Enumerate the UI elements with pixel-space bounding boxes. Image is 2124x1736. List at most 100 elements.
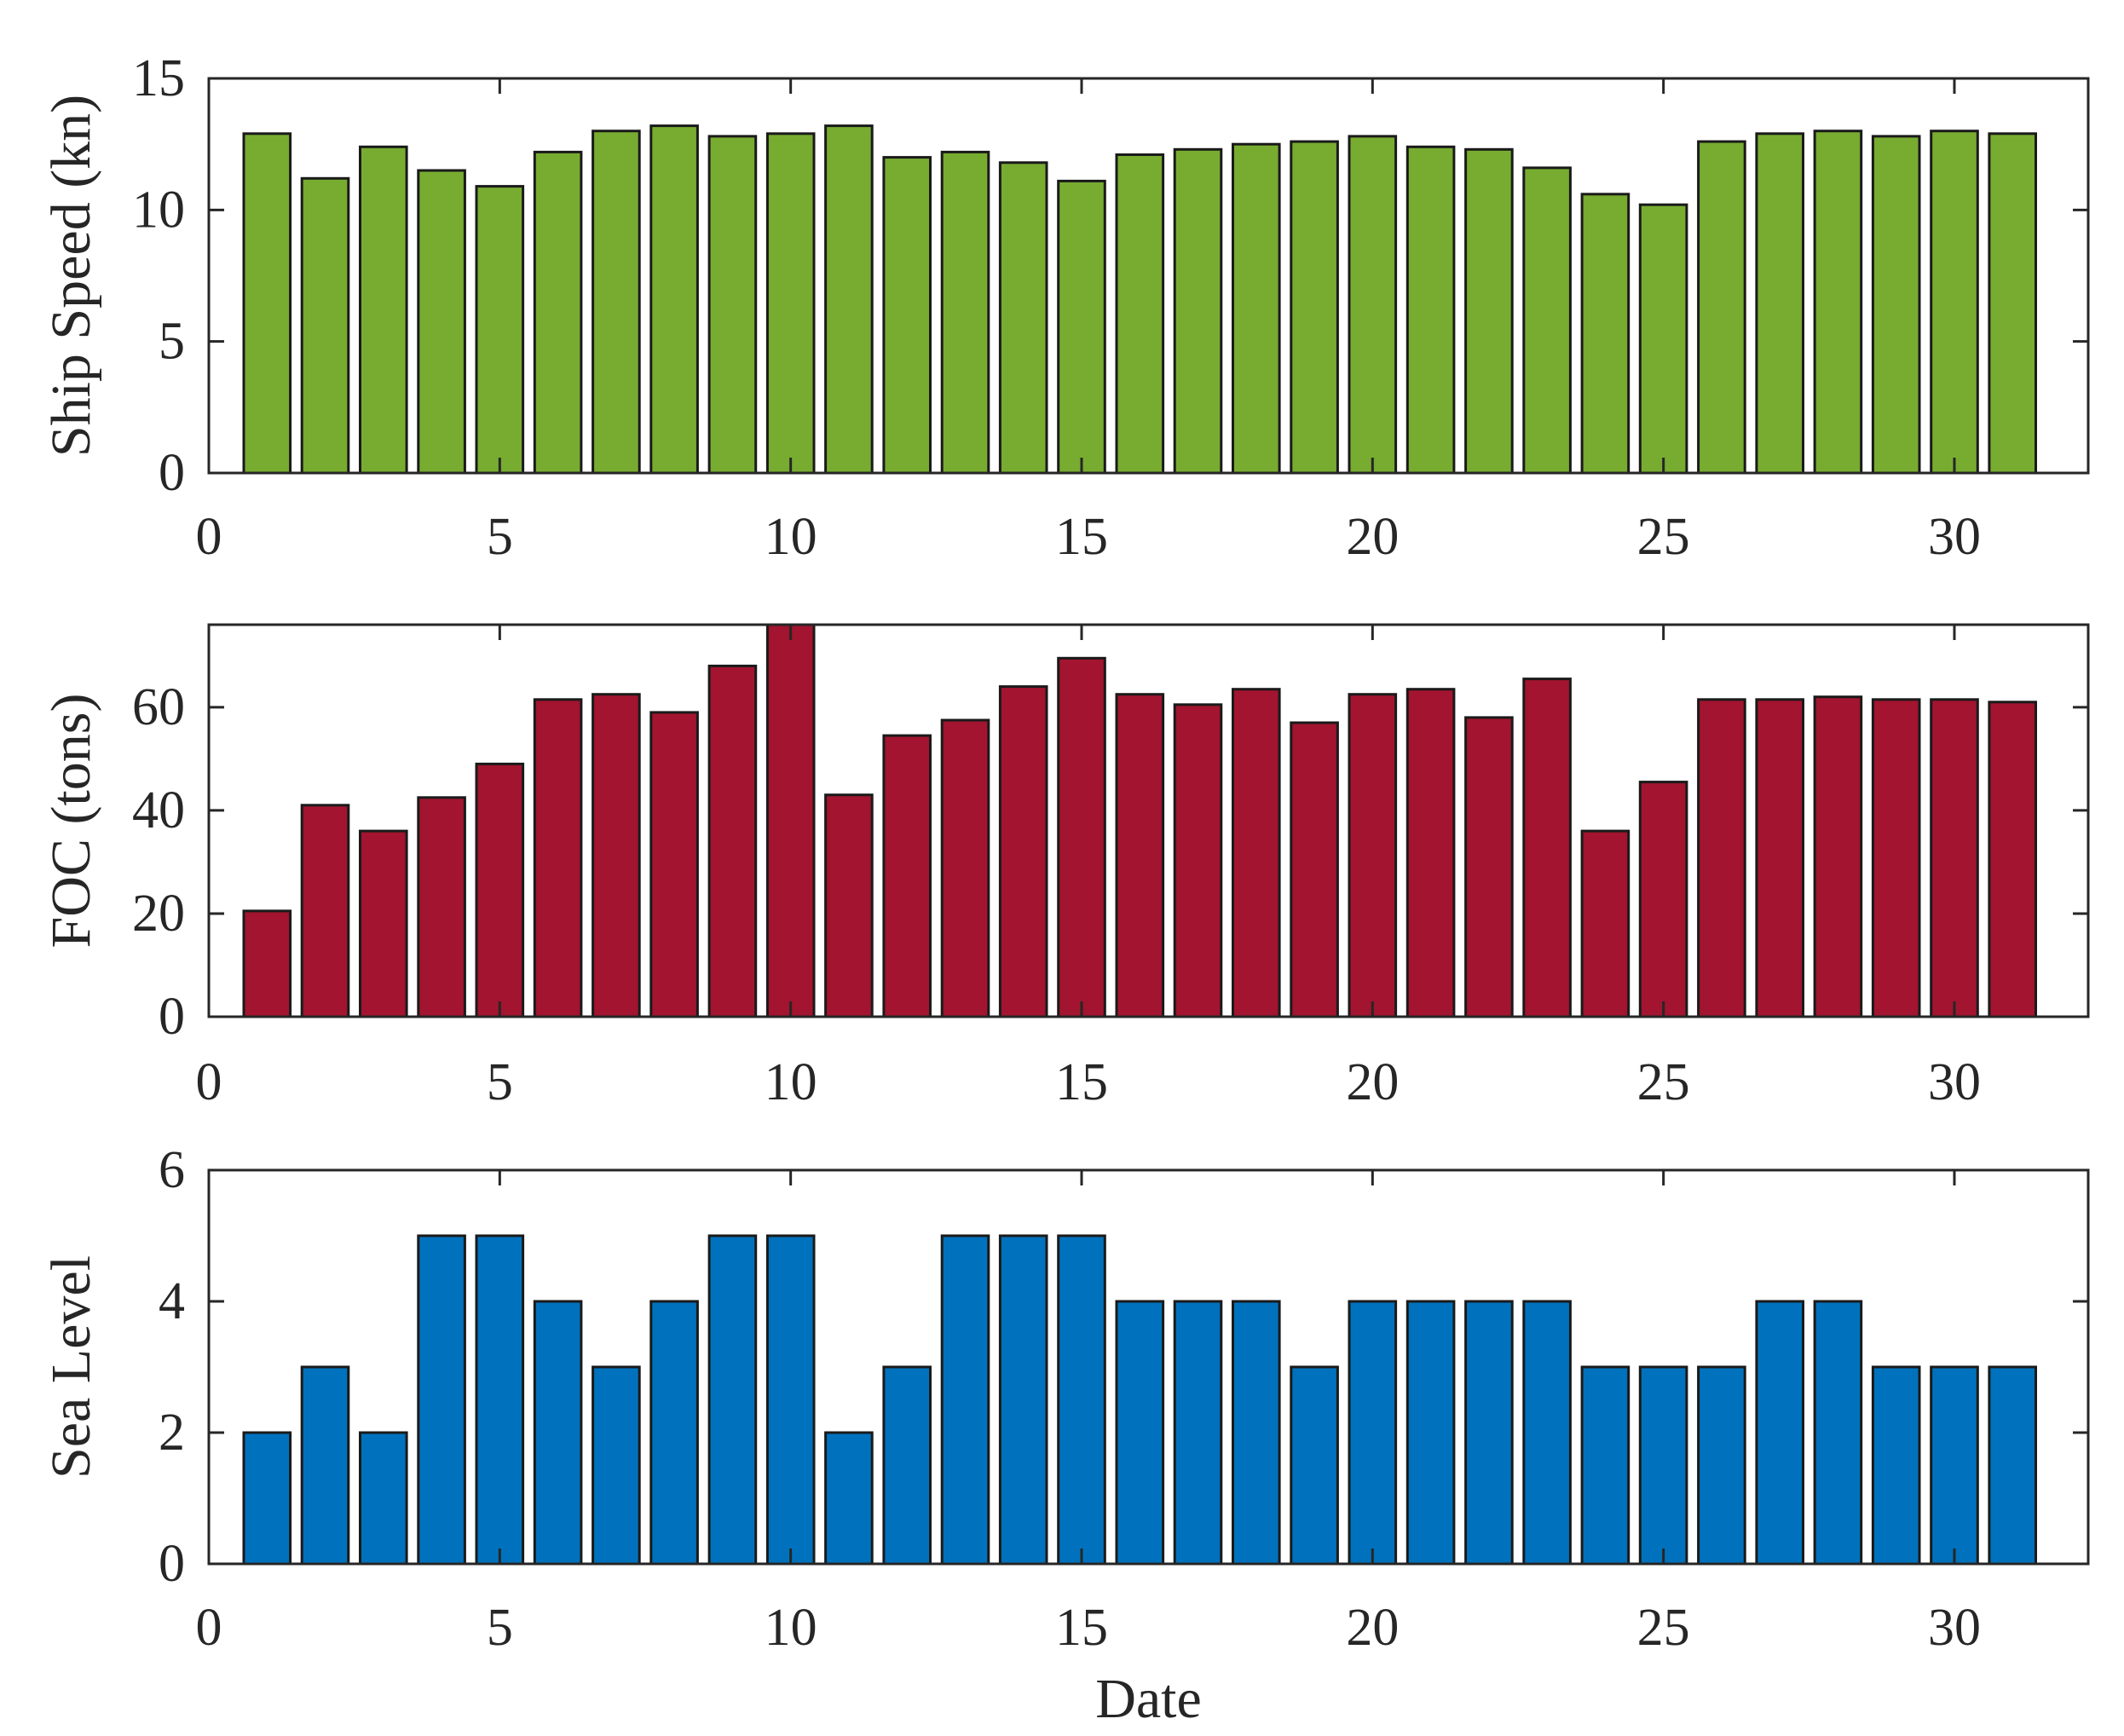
- sea-level-bar-26: [1697, 1365, 1746, 1566]
- foc-bar-29: [1871, 698, 1921, 1018]
- foc-ytick-label: 60: [132, 678, 185, 736]
- foc-xtick-label: 15: [1055, 1053, 1108, 1111]
- ship-speed-ytick-label: 0: [159, 444, 185, 502]
- sea-level-bar-5: [475, 1234, 525, 1566]
- sea-level-bar-15: [1057, 1234, 1106, 1566]
- sea-level-bar-30: [1930, 1365, 1979, 1566]
- sea-level-axes-box: [207, 1168, 2090, 1566]
- ship-speed-bar-4: [417, 169, 466, 475]
- ship-speed-bar-7: [592, 130, 641, 475]
- sea-level-bar-19: [1290, 1365, 1339, 1566]
- foc-ylabel: FOC (tons): [40, 694, 102, 949]
- sea-level-xtick-label: 30: [1928, 1599, 1981, 1657]
- sea-level-bar-20: [1348, 1300, 1398, 1566]
- sea-level-ylabel: Sea Level: [40, 1255, 102, 1479]
- foc-bar-16: [1115, 693, 1165, 1018]
- foc-bar-4: [417, 796, 466, 1018]
- foc-bar-21: [1405, 688, 1456, 1018]
- ship-speed-bar-18: [1232, 142, 1281, 475]
- sea-level-bar-9: [707, 1234, 758, 1566]
- ship-speed-xtick-label: 20: [1346, 508, 1399, 566]
- sea-level-bar-10: [765, 1234, 816, 1566]
- foc-axes-box: [207, 623, 2090, 1018]
- foc-bar-7: [592, 693, 641, 1018]
- foc-bar-26: [1697, 698, 1746, 1018]
- ship-speed-bar-23: [1522, 166, 1572, 475]
- ship-speed-ytick-label: 15: [132, 49, 185, 107]
- ship-speed-bar-5: [475, 185, 525, 475]
- sea-level-xlabel: Date: [1095, 1668, 1202, 1730]
- foc-bar-18: [1232, 688, 1281, 1018]
- foc-bar-27: [1755, 698, 1804, 1018]
- sea-level-ytick-label: 0: [159, 1535, 185, 1593]
- foc-ytick-label: 20: [132, 885, 185, 943]
- foc-bar-19: [1290, 721, 1339, 1018]
- foc-bar-17: [1173, 703, 1223, 1018]
- ship-speed-bar-28: [1813, 130, 1863, 475]
- foc-bar-23: [1522, 678, 1572, 1018]
- ship-speed-ytick-label: 5: [159, 313, 185, 371]
- sea-level-bar-23: [1522, 1300, 1572, 1566]
- ship-speed-bar-6: [533, 150, 583, 475]
- foc-xtick-label: 25: [1637, 1053, 1690, 1111]
- sea-level-ytick-label: 2: [159, 1404, 185, 1462]
- sea-level-bar-29: [1871, 1365, 1921, 1566]
- ship-speed-bar-25: [1638, 203, 1688, 475]
- foc-bar-31: [1988, 701, 2037, 1018]
- ship-speed-bar-16: [1115, 153, 1165, 475]
- foc-bar-6: [533, 698, 583, 1018]
- foc-bar-28: [1813, 695, 1863, 1018]
- ship-speed-bar-30: [1930, 130, 1979, 475]
- ship-speed-xtick-label: 15: [1055, 508, 1108, 566]
- ship-speed-xtick-label: 5: [487, 508, 513, 566]
- ship-speed-xtick-label: 10: [765, 508, 817, 566]
- foc-bar-2: [300, 804, 350, 1018]
- ship-speed-xtick-label: 30: [1928, 508, 1981, 566]
- foc-bar-13: [940, 718, 990, 1018]
- ship-speed-bar-24: [1580, 193, 1631, 475]
- foc-bar-1: [242, 909, 292, 1018]
- sea-level-bar-4: [417, 1234, 466, 1566]
- sea-level-bar-17: [1173, 1300, 1223, 1566]
- sea-level-bar-12: [882, 1365, 932, 1566]
- foc-bar-15: [1057, 656, 1106, 1018]
- foc-bar-12: [882, 734, 932, 1018]
- foc-bar-8: [649, 711, 699, 1018]
- sea-level-xtick-label: 0: [196, 1599, 222, 1657]
- ship-speed-bar-20: [1348, 135, 1398, 475]
- ship-speed-bar-22: [1464, 147, 1514, 475]
- foc-bar-10: [765, 623, 816, 1018]
- foc-bar-25: [1638, 781, 1688, 1018]
- foc-bar-20: [1348, 693, 1398, 1018]
- sea-level-bar-18: [1232, 1300, 1281, 1566]
- ship-speed-ylabel: Ship Speed (kn): [40, 95, 102, 457]
- sea-level-bar-1: [242, 1431, 292, 1566]
- sea-level-bar-11: [824, 1431, 874, 1566]
- sea-level-bar-27: [1755, 1300, 1804, 1566]
- sea-level-bar-3: [359, 1431, 408, 1566]
- sea-level-xtick-label: 25: [1637, 1599, 1690, 1657]
- foc-bar-11: [824, 793, 874, 1018]
- sea-level-ytick-label: 6: [159, 1141, 185, 1199]
- sea-level-bar-7: [592, 1365, 641, 1566]
- ship-speed-bar-10: [765, 132, 816, 475]
- ship-speed-bar-12: [882, 156, 932, 475]
- ship-speed-bar-3: [359, 145, 408, 475]
- subplot-ship-speed: 0 5 10 15 20 25 30 0 5 10 15 Ship Speed (kn): [40, 49, 2090, 566]
- sea-level-xtick-label: 5: [487, 1599, 513, 1657]
- ship-speed-bar-17: [1173, 147, 1223, 475]
- sea-level-bar-28: [1813, 1300, 1863, 1566]
- ship-speed-bar-14: [998, 161, 1048, 475]
- ship-speed-xtick-label: 25: [1637, 508, 1690, 566]
- sea-level-bar-31: [1988, 1365, 2037, 1566]
- foc-bar-9: [707, 664, 758, 1018]
- ship-speed-bar-26: [1697, 140, 1746, 475]
- ship-speed-xtick-label: 0: [196, 508, 222, 566]
- ship-speed-bar-27: [1755, 132, 1804, 475]
- sea-level-bar-22: [1464, 1300, 1514, 1566]
- foc-bar-5: [475, 762, 525, 1018]
- ship-speed-bar-1: [242, 132, 292, 475]
- ship-speed-bar-15: [1057, 179, 1106, 475]
- foc-xtick-label: 10: [765, 1053, 817, 1111]
